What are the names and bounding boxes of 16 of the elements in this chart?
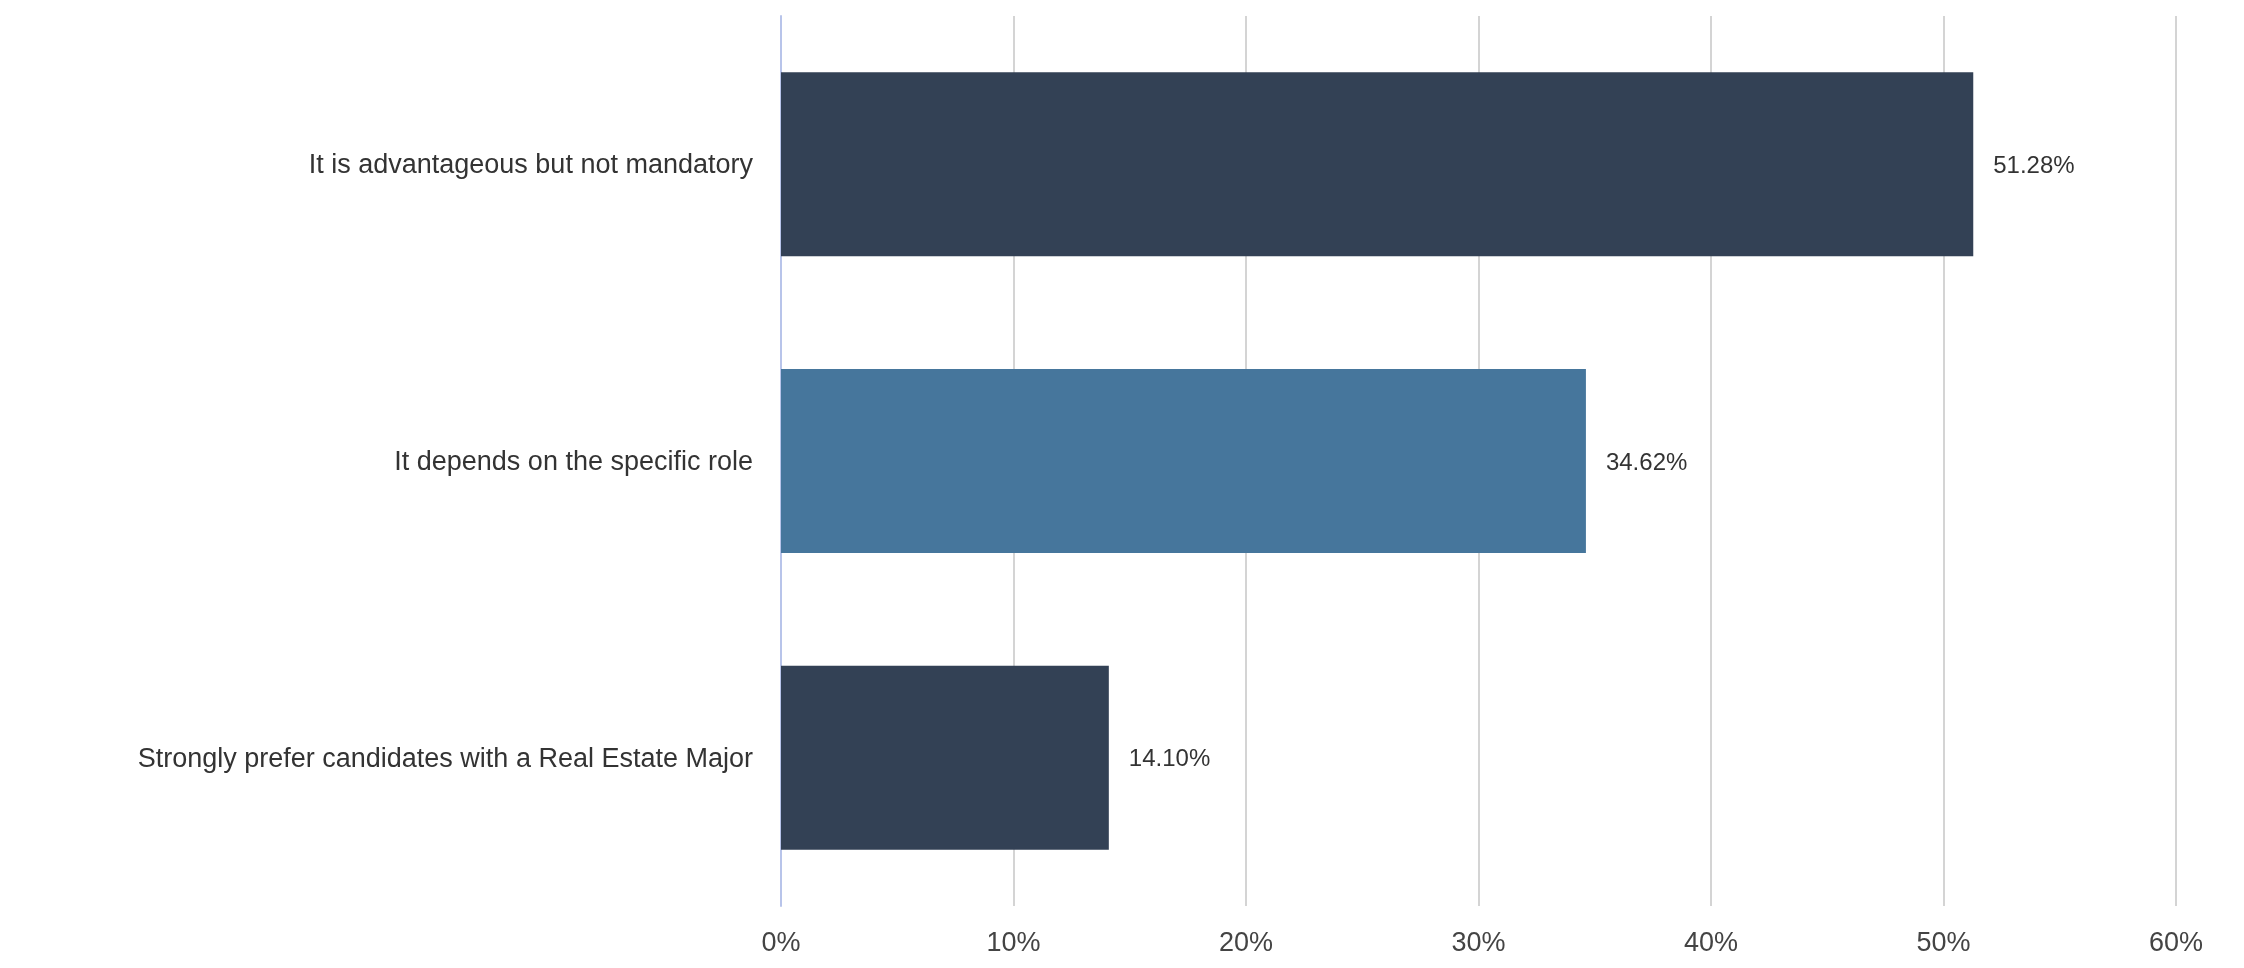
x-tick-label: 20% <box>1218 926 1274 957</box>
x-tick-label: 10% <box>986 926 1041 957</box>
y-tick-label: It is advantageous but not mandatory <box>308 149 754 180</box>
bar <box>781 665 1109 850</box>
y-tick-label: It depends on the specific role <box>394 446 753 476</box>
x-tick-label: 50% <box>1916 926 1971 957</box>
bar <box>781 72 1974 257</box>
data-label: 34.62% <box>1605 447 1688 475</box>
x-tick-label: 0% <box>761 926 801 957</box>
x-tick-label: 30% <box>1451 926 1506 957</box>
data-label: 51.28% <box>1993 150 2075 178</box>
x-tick-label: 60% <box>2148 926 2204 957</box>
y-tick-label: Strongly prefer candidates with a Real Estate Major <box>137 742 753 773</box>
bar <box>781 369 1586 553</box>
data-label: 14.10% <box>1128 744 1211 772</box>
x-tick-label: 40% <box>1683 926 1739 957</box>
